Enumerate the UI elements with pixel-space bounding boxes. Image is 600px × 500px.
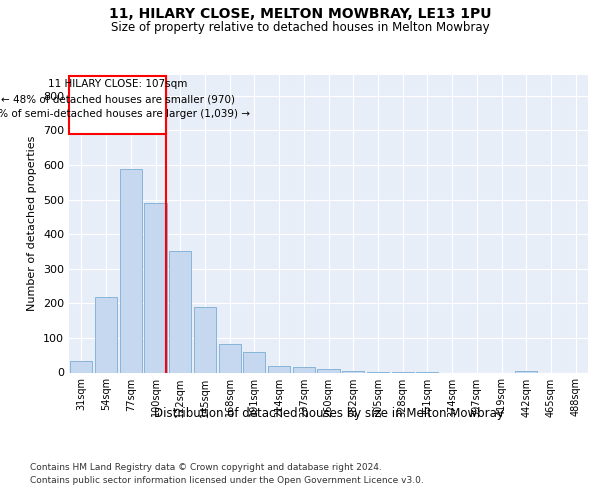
FancyBboxPatch shape	[69, 76, 166, 134]
Bar	[70, 362, 92, 372]
Bar	[145, 203, 167, 372]
Bar	[268, 366, 290, 372]
Bar	[194, 308, 216, 372]
Bar	[515, 371, 538, 372]
Text: Contains HM Land Registry data © Crown copyright and database right 2024.: Contains HM Land Registry data © Crown c…	[30, 462, 382, 471]
Bar	[317, 369, 340, 372]
Text: 11, HILARY CLOSE, MELTON MOWBRAY, LE13 1PU: 11, HILARY CLOSE, MELTON MOWBRAY, LE13 1…	[109, 8, 491, 22]
Text: 11 HILARY CLOSE: 107sqm: 11 HILARY CLOSE: 107sqm	[48, 78, 187, 88]
Bar	[169, 252, 191, 372]
Text: Size of property relative to detached houses in Melton Mowbray: Size of property relative to detached ho…	[110, 21, 490, 34]
Text: ← 48% of detached houses are smaller (970): ← 48% of detached houses are smaller (97…	[1, 94, 235, 104]
Text: 51% of semi-detached houses are larger (1,039) →: 51% of semi-detached houses are larger (…	[0, 108, 250, 118]
Bar	[218, 344, 241, 372]
Text: Contains public sector information licensed under the Open Government Licence v3: Contains public sector information licen…	[30, 476, 424, 485]
Bar	[95, 297, 117, 372]
Bar	[342, 371, 364, 372]
Bar	[293, 367, 315, 372]
Y-axis label: Number of detached properties: Number of detached properties	[28, 136, 37, 312]
Text: Distribution of detached houses by size in Melton Mowbray: Distribution of detached houses by size …	[154, 408, 504, 420]
Bar	[119, 169, 142, 372]
Bar	[243, 352, 265, 372]
